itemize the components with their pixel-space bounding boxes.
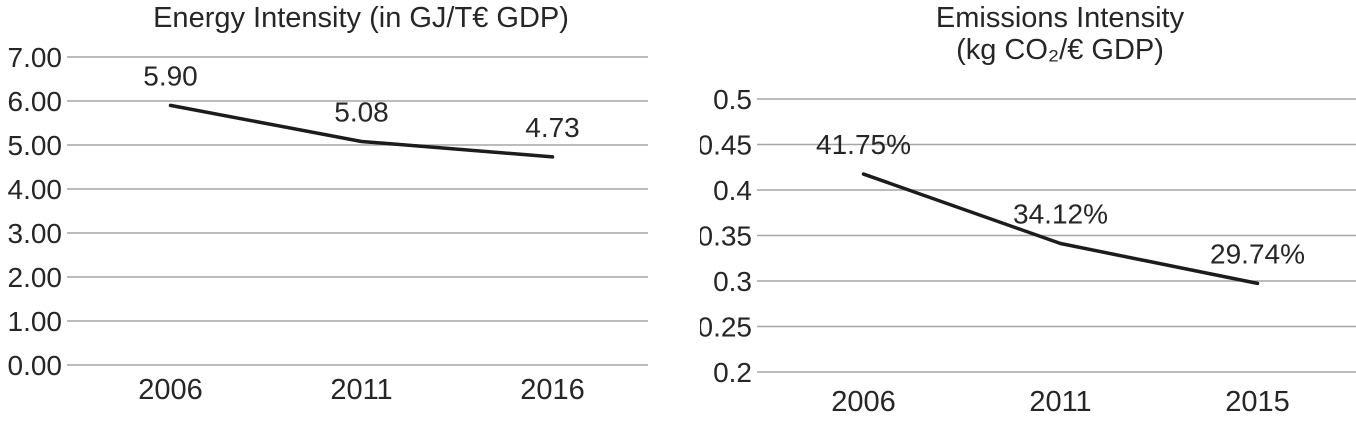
chart-title-line-2: (kg CO₂/€ GDP) <box>956 34 1164 66</box>
y-axis-label: 0.5 <box>713 84 752 115</box>
emissions-intensity-chart: 0.2 0.25 0.3 0.35 0.4 0.45 0.5 41.75% 34.12% 29.7… <box>700 0 1356 425</box>
y-axis-label: 1.00 <box>8 306 63 337</box>
chart-title: Energy Intensity (in GJ/T€ GDP) <box>153 2 569 34</box>
x-axis-label: 2015 <box>1225 386 1290 418</box>
data-label: 41.75% <box>816 129 911 160</box>
data-label: 34.12% <box>1013 199 1108 230</box>
y-axis-label: 2.00 <box>8 262 63 293</box>
y-axis-label: 0.3 <box>713 266 752 297</box>
y-axis-label: 0.4 <box>713 175 752 206</box>
emissions-intensity-plot: 0.2 0.25 0.3 0.35 0.4 0.45 0.5 41.75% 34.12% 29.7… <box>700 2 1356 418</box>
data-line <box>168 103 555 159</box>
data-label: 5.08 <box>334 96 389 127</box>
energy-intensity-plot: 0.00 1.00 2.00 3.00 4.00 5.00 6.00 7.00 5.90 5.08… <box>8 2 648 406</box>
data-line <box>861 172 1260 286</box>
y-axis-label: 4.00 <box>8 174 63 205</box>
plot-area: 0.2 0.25 0.3 0.35 0.4 0.45 0.5 41.75% 34.12% 29.7… <box>700 84 1356 418</box>
y-axis-label: 0.00 <box>8 350 63 381</box>
x-axis-label: 2011 <box>330 374 392 406</box>
y-axis-label: 5.00 <box>8 130 63 161</box>
x-axis-label: 2006 <box>138 374 203 406</box>
y-axis-label: 6.00 <box>8 86 63 117</box>
x-axis-label: 2006 <box>831 386 896 418</box>
x-axis-label: 2011 <box>1029 386 1091 418</box>
data-label: 4.73 <box>525 112 580 143</box>
data-label: 29.74% <box>1210 238 1305 269</box>
energy-intensity-chart: 0.00 1.00 2.00 3.00 4.00 5.00 6.00 7.00 5.90 5.08… <box>0 0 660 425</box>
y-axis-label: 3.00 <box>8 218 63 249</box>
y-axis-label: 7.00 <box>8 42 63 73</box>
plot-area: 0.00 1.00 2.00 3.00 4.00 5.00 6.00 7.00 5.90 5.08… <box>8 42 648 406</box>
y-axis-label: 0.25 <box>700 312 752 343</box>
y-axis-label: 0.45 <box>700 130 752 161</box>
y-axis-label: 0.35 <box>700 221 752 252</box>
y-axis-label: 0.2 <box>713 357 752 388</box>
data-label: 5.90 <box>143 60 198 91</box>
x-axis-label: 2016 <box>520 374 585 406</box>
chart-title-line-1: Emissions Intensity <box>936 2 1185 34</box>
